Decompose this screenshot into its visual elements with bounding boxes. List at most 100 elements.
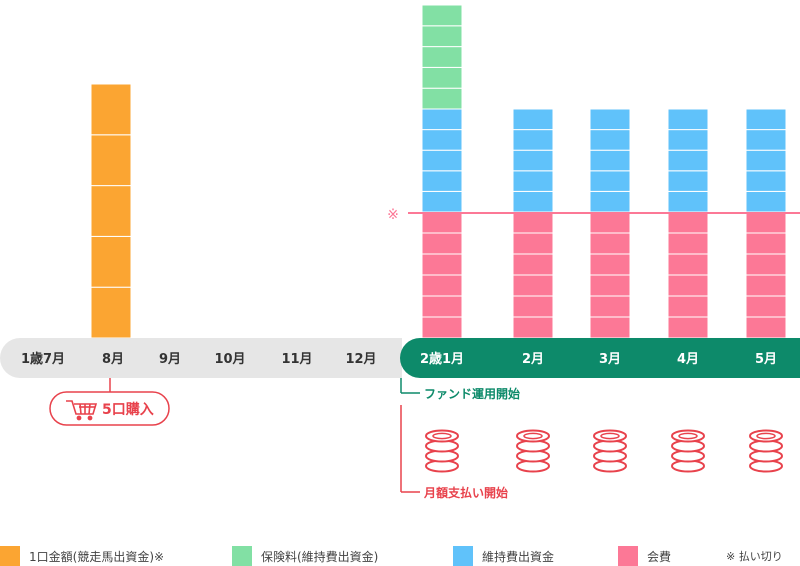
timeline-band: [0, 338, 800, 378]
purchase-label: 5口購入: [102, 401, 154, 418]
blue-unit: [421, 190, 463, 213]
pink-unit: [589, 295, 631, 318]
fund-start-marker: ファンド運用開始: [400, 378, 520, 401]
cart-icon: [66, 400, 98, 421]
pink-unit: [589, 232, 631, 255]
green-unit: [421, 46, 463, 68]
blue-unit: [745, 149, 787, 172]
pink-unit: [667, 274, 709, 297]
pink-unit: [512, 211, 554, 234]
blue-unit: [512, 129, 554, 151]
bar-column-4: [667, 108, 709, 339]
bar-column-2: [512, 108, 554, 339]
month-label: 2歳1月: [420, 351, 464, 367]
pre-fund-band: [0, 338, 402, 378]
month-label: 11月: [281, 352, 312, 367]
blue-unit: [667, 108, 709, 131]
orange-unit: [90, 134, 132, 187]
pink-unit: [667, 253, 709, 276]
pink-unit: [589, 316, 631, 339]
coins-icon: [671, 429, 705, 473]
month-label: 12月: [345, 352, 376, 367]
pink-unit: [512, 316, 554, 339]
blue-unit: [667, 170, 709, 192]
legend-blue: 維持費出資金: [453, 546, 554, 566]
pink-unit: [667, 295, 709, 318]
legend-label-green: 保険料(維持費出資金): [261, 549, 379, 564]
coins-icon: [425, 429, 459, 473]
legend-swatch-orange: [0, 546, 20, 566]
orange-unit: [90, 235, 132, 288]
pink-unit: [589, 274, 631, 297]
pink-unit: [589, 211, 631, 234]
pink-unit: [745, 295, 787, 318]
month-label: 8月: [102, 352, 124, 367]
pink-unit: [745, 253, 787, 276]
blue-unit: [589, 108, 631, 131]
purchase-callout: 5口購入: [49, 378, 170, 426]
legend-label-blue: 維持費出資金: [482, 549, 555, 564]
pink-unit: [745, 211, 787, 234]
blue-unit: [667, 149, 709, 172]
blue-unit: [512, 149, 554, 172]
month-label: 2月: [522, 352, 544, 367]
pink-unit: [421, 232, 463, 255]
blue-unit: [512, 190, 554, 213]
pink-unit: [667, 316, 709, 339]
month-label: 1歳7月: [21, 351, 65, 367]
pink-unit: [421, 274, 463, 297]
legend-note: ※ 払い切り: [726, 550, 783, 563]
orange-unit: [90, 185, 132, 237]
pink-unit: [667, 211, 709, 234]
pink-unit: [512, 295, 554, 318]
blue-unit: [589, 149, 631, 172]
payment-start-label: 月額支払い開始: [423, 485, 508, 500]
pink-unit: [512, 274, 554, 297]
blue-unit: [589, 170, 631, 192]
pink-unit: [512, 232, 554, 255]
green-unit: [421, 25, 463, 48]
legend-label-pink: 会費: [647, 549, 672, 564]
legend-swatch-blue: [453, 546, 473, 566]
pink-unit: [745, 274, 787, 297]
blue-unit: [589, 190, 631, 213]
pink-unit: [421, 295, 463, 318]
green-unit: [421, 66, 463, 89]
pink-unit: [745, 232, 787, 255]
coins-icon: [749, 429, 783, 473]
bar-column-3: [589, 108, 631, 339]
paid-off-guide: ※: [387, 207, 800, 223]
month-labels: 1歳7月 8月 9月 10月 11月 12月 2歳1月 2月 3月 4月 5月: [21, 351, 777, 367]
legend-green: 保険料(維持費出資金): [232, 546, 378, 566]
pink-unit: [745, 316, 787, 339]
month-label: 9月: [159, 352, 181, 367]
green-unit: [421, 4, 463, 27]
blue-unit: [421, 149, 463, 172]
orange-unit: [90, 286, 132, 339]
month-label: 3月: [599, 352, 621, 367]
coins-icon: [516, 429, 550, 473]
pink-unit: [589, 253, 631, 276]
blue-unit: [421, 108, 463, 131]
pink-unit: [667, 232, 709, 255]
pink-unit: [512, 253, 554, 276]
blue-unit: [667, 190, 709, 213]
blue-unit: [745, 170, 787, 192]
blue-unit: [745, 129, 787, 151]
legend-swatch-pink: [618, 546, 638, 566]
blue-unit: [745, 190, 787, 213]
pink-unit: [421, 316, 463, 339]
blue-unit: [589, 129, 631, 151]
blue-unit: [421, 170, 463, 192]
coins-icon: [593, 429, 627, 473]
stacked-bars: [90, 4, 787, 339]
month-label: 10月: [214, 352, 245, 367]
month-label: 4月: [677, 352, 699, 367]
bar-column-0: [90, 83, 132, 339]
legend-pink: 会費: [618, 546, 671, 566]
blue-unit: [745, 108, 787, 131]
blue-unit: [421, 129, 463, 151]
orange-unit: [90, 83, 132, 136]
green-unit: [421, 87, 463, 110]
